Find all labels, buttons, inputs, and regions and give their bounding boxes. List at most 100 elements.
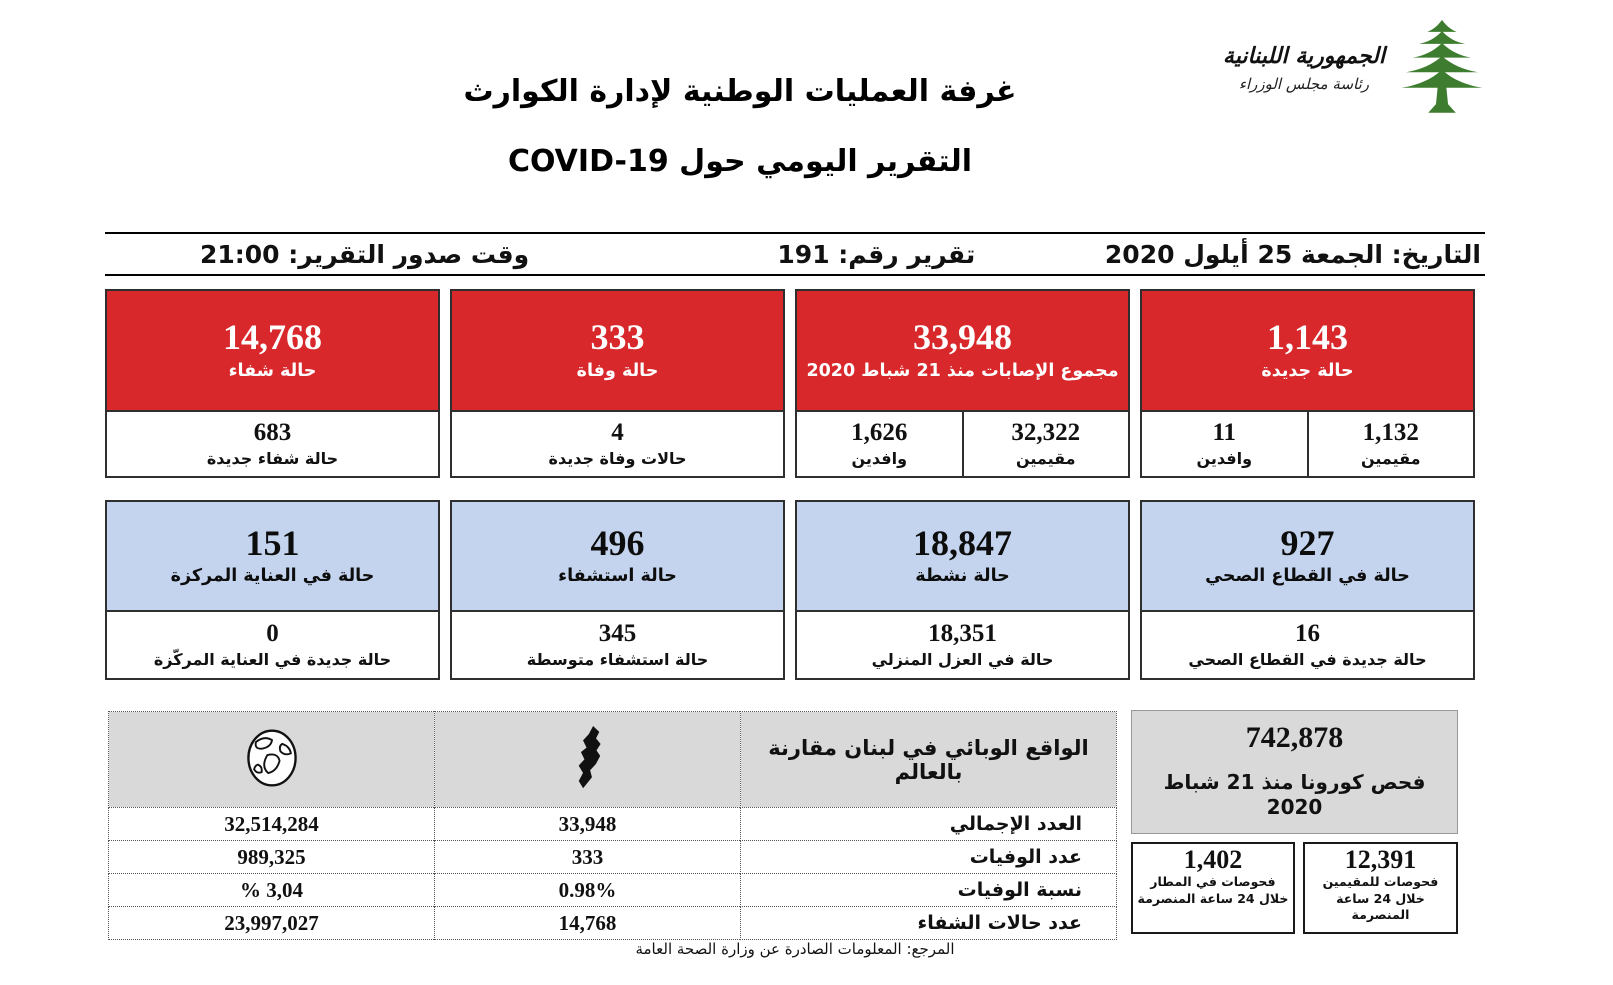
row-deaths-lebanon: 333 [434, 840, 741, 874]
icu-new-value: 0 [266, 620, 279, 648]
icu-new: 0 حالة جديدة في العناية المركّزة [107, 612, 438, 678]
icu-header: 151 حالة في العناية المركزة [105, 500, 440, 612]
new-recoveries-value: 683 [253, 419, 292, 447]
new-deaths-value: 4 [611, 419, 624, 447]
table-row: عدد حالات الشفاء 14,768 23,997,027 [108, 906, 1117, 940]
resident-tests-box: 12,391 فحوصات للمقيمين خلال 24 ساعة المن… [1302, 842, 1458, 934]
new-cases-arrivals-label: وافدين [1196, 448, 1253, 468]
row-total-world: 32,514,284 [108, 807, 435, 841]
new-cases-arrivals: 11 وافدين [1142, 412, 1309, 476]
new-cases-residents-label: مقيمين [1360, 448, 1421, 468]
resident-tests-label: فحوصات للمقيمين خلال 24 ساعة المنصرمة [1322, 874, 1439, 922]
new-cases-value: 1,143 [1267, 317, 1348, 358]
world-column-header [108, 711, 435, 808]
home-isolation-label: حالة في العزل المنزلي [871, 649, 1054, 669]
report-issue-time: وقت صدور التقرير: 21:00 [199, 239, 530, 269]
report-title-line1: غرفة العمليات الوطنية لإدارة الكوارث [463, 74, 1017, 109]
deaths-label: حالة وفاة [576, 360, 659, 381]
new-cases-residents-value: 1,132 [1362, 419, 1419, 447]
row-death-rate-lebanon: 0.98% [434, 873, 741, 907]
total-cases-residents: 32,322 مقيمين [964, 412, 1129, 476]
lebanese-republic-logo: الجمهورية اللبنانية رئاسة مجلس الوزراء [1185, 14, 1485, 122]
icu-label: حالة في العناية المركزة [170, 566, 375, 587]
new-recoveries-label: حالة شفاء جديدة [206, 448, 339, 468]
total-cases-arrivals-label: وافدين [851, 448, 908, 468]
row-total-label: العدد الإجمالي [740, 807, 1117, 841]
health-sector-new-label: حالة جديدة في القطاع الصحي [1188, 649, 1427, 669]
tests-total-value: 742,878 [1245, 721, 1344, 754]
comparison-title: الواقع الوبائي في لبنان مقارنة بالعالم [740, 711, 1117, 808]
icu-new-label: حالة جديدة في العناية المركّزة [153, 649, 392, 669]
row-death-rate-label: نسبة الوفيات [740, 873, 1117, 907]
info-bar: التاريخ: الجمعة 25 أيلول 2020 تقرير رقم:… [105, 232, 1485, 276]
row-recoveries-label: عدد حالات الشفاء [740, 906, 1117, 940]
active-cases-label: حالة نشطة [915, 566, 1010, 587]
table-row: عدد الوفيات 333 989,325 [108, 840, 1117, 874]
total-cases-residents-value: 32,322 [1011, 419, 1081, 447]
stat-card-health-sector: 927 حالة في القطاع الصحي 16 حالة جديدة ف… [1140, 500, 1475, 680]
row-deaths-world: 989,325 [108, 840, 435, 874]
new-recoveries: 683 حالة شفاء جديدة [107, 412, 438, 476]
logo-org-name: الجمهورية اللبنانية [1222, 44, 1385, 70]
health-sector-value: 927 [1280, 522, 1335, 563]
lebanon-map-icon [578, 725, 601, 788]
icu-value: 151 [245, 522, 300, 563]
recoveries-sub: 683 حالة شفاء جديدة [105, 412, 440, 478]
total-cases-residents-label: مقيمين [1015, 448, 1076, 468]
health-sector-header: 927 حالة في القطاع الصحي [1140, 500, 1475, 612]
tests-total-label: فحص كورونا منذ 21 شباط 2020 [1163, 770, 1426, 819]
icu-sub: 0 حالة جديدة في العناية المركّزة [105, 612, 440, 680]
recoveries-value: 14,768 [223, 317, 322, 358]
health-sector-label: حالة في القطاع الصحي [1205, 566, 1410, 587]
total-cases-breakdown: 32,322 مقيمين 1,626 وافدين [795, 412, 1130, 478]
airport-tests-label: فحوصات في المطار خلال 24 ساعة المنصرمة [1137, 874, 1289, 906]
table-row: العدد الإجمالي 33,948 32,514,284 [108, 807, 1117, 841]
moderate-hospitalization: 345 حالة استشفاء متوسطة [452, 612, 783, 678]
total-cases-value: 33,948 [913, 317, 1012, 358]
globe-icon [246, 728, 297, 787]
table-row: نسبة الوفيات 0.98% 3,04 % [108, 873, 1117, 907]
stat-card-new-cases: 1,143 حالة جديدة 1,132 مقيمين 11 وافدين [1140, 289, 1475, 478]
status-stats-row: 927 حالة في القطاع الصحي 16 حالة جديدة ف… [105, 500, 1475, 680]
active-cases-header: 18,847 حالة نشطة [795, 500, 1130, 612]
stat-card-recoveries: 14,768 حالة شفاء 683 حالة شفاء جديدة [105, 289, 440, 478]
active-cases-sub: 18,351 حالة في العزل المنزلي [795, 612, 1130, 680]
active-cases-value: 18,847 [913, 522, 1012, 563]
home-isolation: 18,351 حالة في العزل المنزلي [797, 612, 1128, 678]
total-cases-arrivals-value: 1,626 [851, 419, 908, 447]
hospitalized-sub: 345 حالة استشفاء متوسطة [450, 612, 785, 680]
health-sector-new-value: 16 [1295, 620, 1320, 648]
new-cases-residents: 1,132 مقيمين [1309, 412, 1474, 476]
moderate-hospitalization-value: 345 [598, 620, 637, 648]
new-cases-label: حالة جديدة [1261, 360, 1354, 381]
resident-tests-value: 12,391 [1344, 845, 1417, 874]
cedar-tree-icon [1401, 19, 1483, 113]
comparison-table: الواقع الوبائي في لبنان مقارنة بالعالم ا… [108, 711, 1117, 940]
report-footnote: المرجع: المعلومات الصادرة عن وزارة الصحة… [635, 940, 955, 958]
daily-stats-row: 1,143 حالة جديدة 1,132 مقيمين 11 وافدين … [105, 289, 1475, 478]
recoveries-label: حالة شفاء [228, 360, 317, 381]
tests-24h-row: 12,391 فحوصات للمقيمين خلال 24 ساعة المن… [1131, 842, 1458, 934]
hospitalized-header: 496 حالة استشفاء [450, 500, 785, 612]
report-date: التاريخ: الجمعة 25 أيلول 2020 [1104, 239, 1481, 269]
moderate-hospitalization-label: حالة استشفاء متوسطة [526, 649, 709, 669]
report-number: تقرير رقم: 191 [777, 239, 976, 269]
new-cases-arrivals-value: 11 [1212, 419, 1237, 447]
total-cases-arrivals: 1,626 وافدين [797, 412, 964, 476]
hospitalized-value: 496 [590, 522, 645, 563]
airport-tests-value: 1,402 [1183, 845, 1243, 874]
recoveries-header: 14,768 حالة شفاء [105, 289, 440, 412]
lebanon-column-header [434, 711, 741, 808]
stat-card-icu: 151 حالة في العناية المركزة 0 حالة جديدة… [105, 500, 440, 680]
stat-card-deaths: 333 حالة وفاة 4 حالات وفاة جديدة [450, 289, 785, 478]
new-cases-breakdown: 1,132 مقيمين 11 وافدين [1140, 412, 1475, 478]
stat-card-active-cases: 18,847 حالة نشطة 18,351 حالة في العزل ال… [795, 500, 1130, 680]
row-death-rate-world: 3,04 % [108, 873, 435, 907]
logo-org-subtitle: رئاسة مجلس الوزراء [1238, 75, 1370, 94]
logo-text: الجمهورية اللبنانية رئاسة مجلس الوزراء [1223, 40, 1385, 96]
deaths-value: 333 [590, 317, 645, 358]
deaths-sub: 4 حالات وفاة جديدة [450, 412, 785, 478]
new-deaths-label: حالات وفاة جديدة [548, 448, 687, 468]
total-cases-header: 33,948 مجموع الإصابات منذ 21 شباط 2020 [795, 289, 1130, 412]
new-deaths: 4 حالات وفاة جديدة [452, 412, 783, 476]
